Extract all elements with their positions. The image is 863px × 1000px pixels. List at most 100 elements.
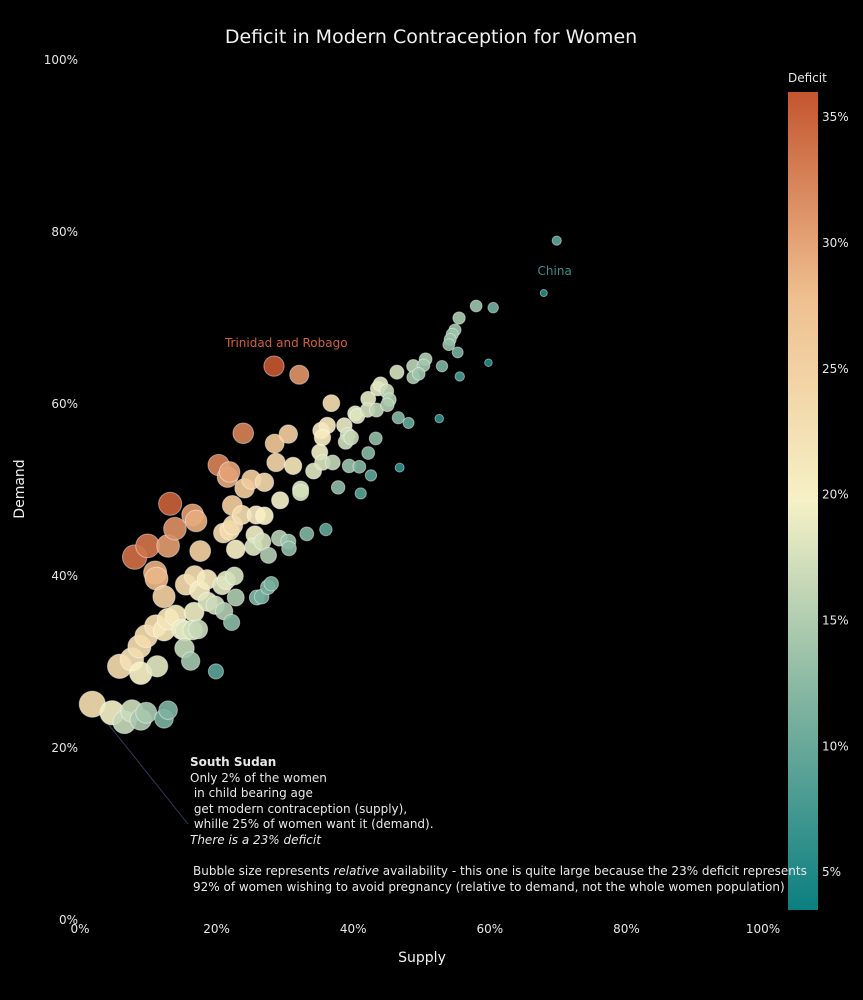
data-point[interactable]: [152, 585, 176, 609]
point-label: China: [538, 264, 572, 278]
data-point[interactable]: [289, 364, 310, 385]
data-point[interactable]: [452, 311, 466, 325]
data-point[interactable]: [189, 540, 212, 562]
data-point[interactable]: [361, 446, 376, 460]
y-tick-label: 80%: [51, 225, 78, 239]
data-point[interactable]: [264, 433, 285, 454]
point-label: Trinidad and Robago: [224, 336, 348, 350]
data-point[interactable]: [324, 454, 341, 471]
data-point[interactable]: [266, 452, 286, 473]
data-point[interactable]: [389, 364, 405, 380]
data-point[interactable]: [283, 456, 303, 476]
annotation-title: South Sudan: [190, 755, 277, 769]
data-point[interactable]: [259, 546, 278, 564]
annotation-deficit-line: There is a 23% deficit: [190, 832, 321, 847]
data-point[interactable]: [551, 235, 562, 246]
data-point[interactable]: [232, 422, 255, 445]
data-point[interactable]: [539, 289, 548, 298]
data-point[interactable]: [281, 540, 297, 557]
y-axis-ticks: 0% 20% 40% 60% 80% 100%: [44, 53, 78, 927]
data-point[interactable]: [292, 484, 310, 502]
data-point[interactable]: [158, 491, 183, 516]
x-tick-label: 80%: [613, 922, 640, 936]
note-text: 92% of women wishing to avoid pregnancy …: [193, 879, 785, 894]
data-point[interactable]: [224, 566, 244, 586]
data-point[interactable]: [207, 663, 224, 680]
data-point[interactable]: [434, 413, 444, 424]
data-point[interactable]: [271, 491, 290, 510]
data-point[interactable]: [411, 367, 426, 381]
data-point[interactable]: [352, 459, 367, 474]
colorbar-tick-label: 35%: [822, 110, 849, 124]
data-point[interactable]: [484, 358, 493, 367]
data-point[interactable]: [299, 526, 315, 542]
data-point[interactable]: [394, 462, 405, 473]
y-tick-label: 20%: [51, 741, 78, 755]
data-point[interactable]: [469, 299, 483, 313]
data-point[interactable]: [391, 411, 405, 425]
x-tick-label: 40%: [340, 922, 367, 936]
colorbar-tick-label: 10%: [822, 739, 849, 753]
y-tick-label: 40%: [51, 569, 78, 583]
data-point[interactable]: [368, 431, 383, 446]
x-tick-label: 100%: [746, 922, 780, 936]
data-point[interactable]: [146, 655, 169, 678]
data-point[interactable]: [184, 509, 208, 533]
data-point[interactable]: [364, 469, 378, 482]
y-tick-label: 0%: [59, 913, 78, 927]
data-point[interactable]: [158, 700, 178, 720]
data-point[interactable]: [135, 533, 161, 559]
data-point[interactable]: [223, 613, 241, 632]
data-point[interactable]: [225, 539, 246, 560]
colorbar-tick-label: 25%: [822, 362, 849, 376]
data-point[interactable]: [263, 576, 279, 592]
data-point[interactable]: [380, 397, 395, 413]
data-point[interactable]: [263, 355, 285, 377]
data-point[interactable]: [226, 588, 245, 607]
south-sudan-annotation: South Sudan Only 2% of the women in chil…: [190, 755, 434, 849]
data-point[interactable]: [135, 701, 158, 724]
annotation-line: in child bearing age: [190, 786, 313, 801]
y-tick-label: 60%: [51, 397, 78, 411]
x-tick-label: 0%: [70, 922, 89, 936]
data-point[interactable]: [454, 371, 465, 382]
data-point[interactable]: [354, 487, 367, 500]
data-point[interactable]: [188, 619, 209, 640]
chart-title: Deficit in Modern Contraception for Wome…: [225, 26, 637, 48]
annotation-line: get modern contraception (supply),: [190, 801, 408, 816]
colorbar-tick-label: 5%: [822, 865, 841, 879]
data-point[interactable]: [330, 480, 346, 495]
data-point[interactable]: [218, 461, 241, 483]
x-tick-label: 20%: [203, 922, 230, 936]
data-point[interactable]: [343, 429, 359, 446]
data-point[interactable]: [487, 301, 499, 314]
x-axis-ticks: 0% 20% 40% 60% 80% 100%: [70, 922, 780, 936]
data-point[interactable]: [319, 522, 333, 537]
data-point[interactable]: [180, 651, 201, 671]
bubble-size-note: Bubble size represents relative availabi…: [193, 864, 807, 895]
colorbar-tick-label: 15%: [822, 614, 849, 628]
data-point[interactable]: [254, 472, 275, 493]
colorbar-tick-label: 30%: [822, 236, 849, 250]
data-point[interactable]: [253, 532, 272, 551]
annotation-line: Only 2% of the women: [190, 770, 327, 785]
data-point[interactable]: [313, 428, 332, 447]
colorbar-ticks: 5% 10% 15% 20% 25% 30% 35%: [822, 110, 849, 879]
note-text: availability - this one is quite large b…: [378, 864, 807, 878]
y-axis-title: Demand: [12, 459, 28, 518]
note-text: Bubble size represents: [193, 864, 334, 878]
data-point[interactable]: [451, 346, 464, 359]
note-emphasis: relative: [333, 864, 379, 878]
data-point[interactable]: [255, 506, 274, 526]
data-point[interactable]: [278, 424, 299, 444]
data-point[interactable]: [322, 394, 341, 413]
data-point[interactable]: [163, 516, 187, 541]
colorbar-tick-label: 20%: [822, 488, 849, 502]
x-tick-label: 60%: [476, 922, 503, 936]
x-axis-title: Supply: [398, 950, 446, 966]
colorbar: [788, 92, 818, 910]
data-point[interactable]: [435, 359, 449, 373]
data-point[interactable]: [442, 338, 456, 352]
data-point[interactable]: [402, 416, 415, 429]
